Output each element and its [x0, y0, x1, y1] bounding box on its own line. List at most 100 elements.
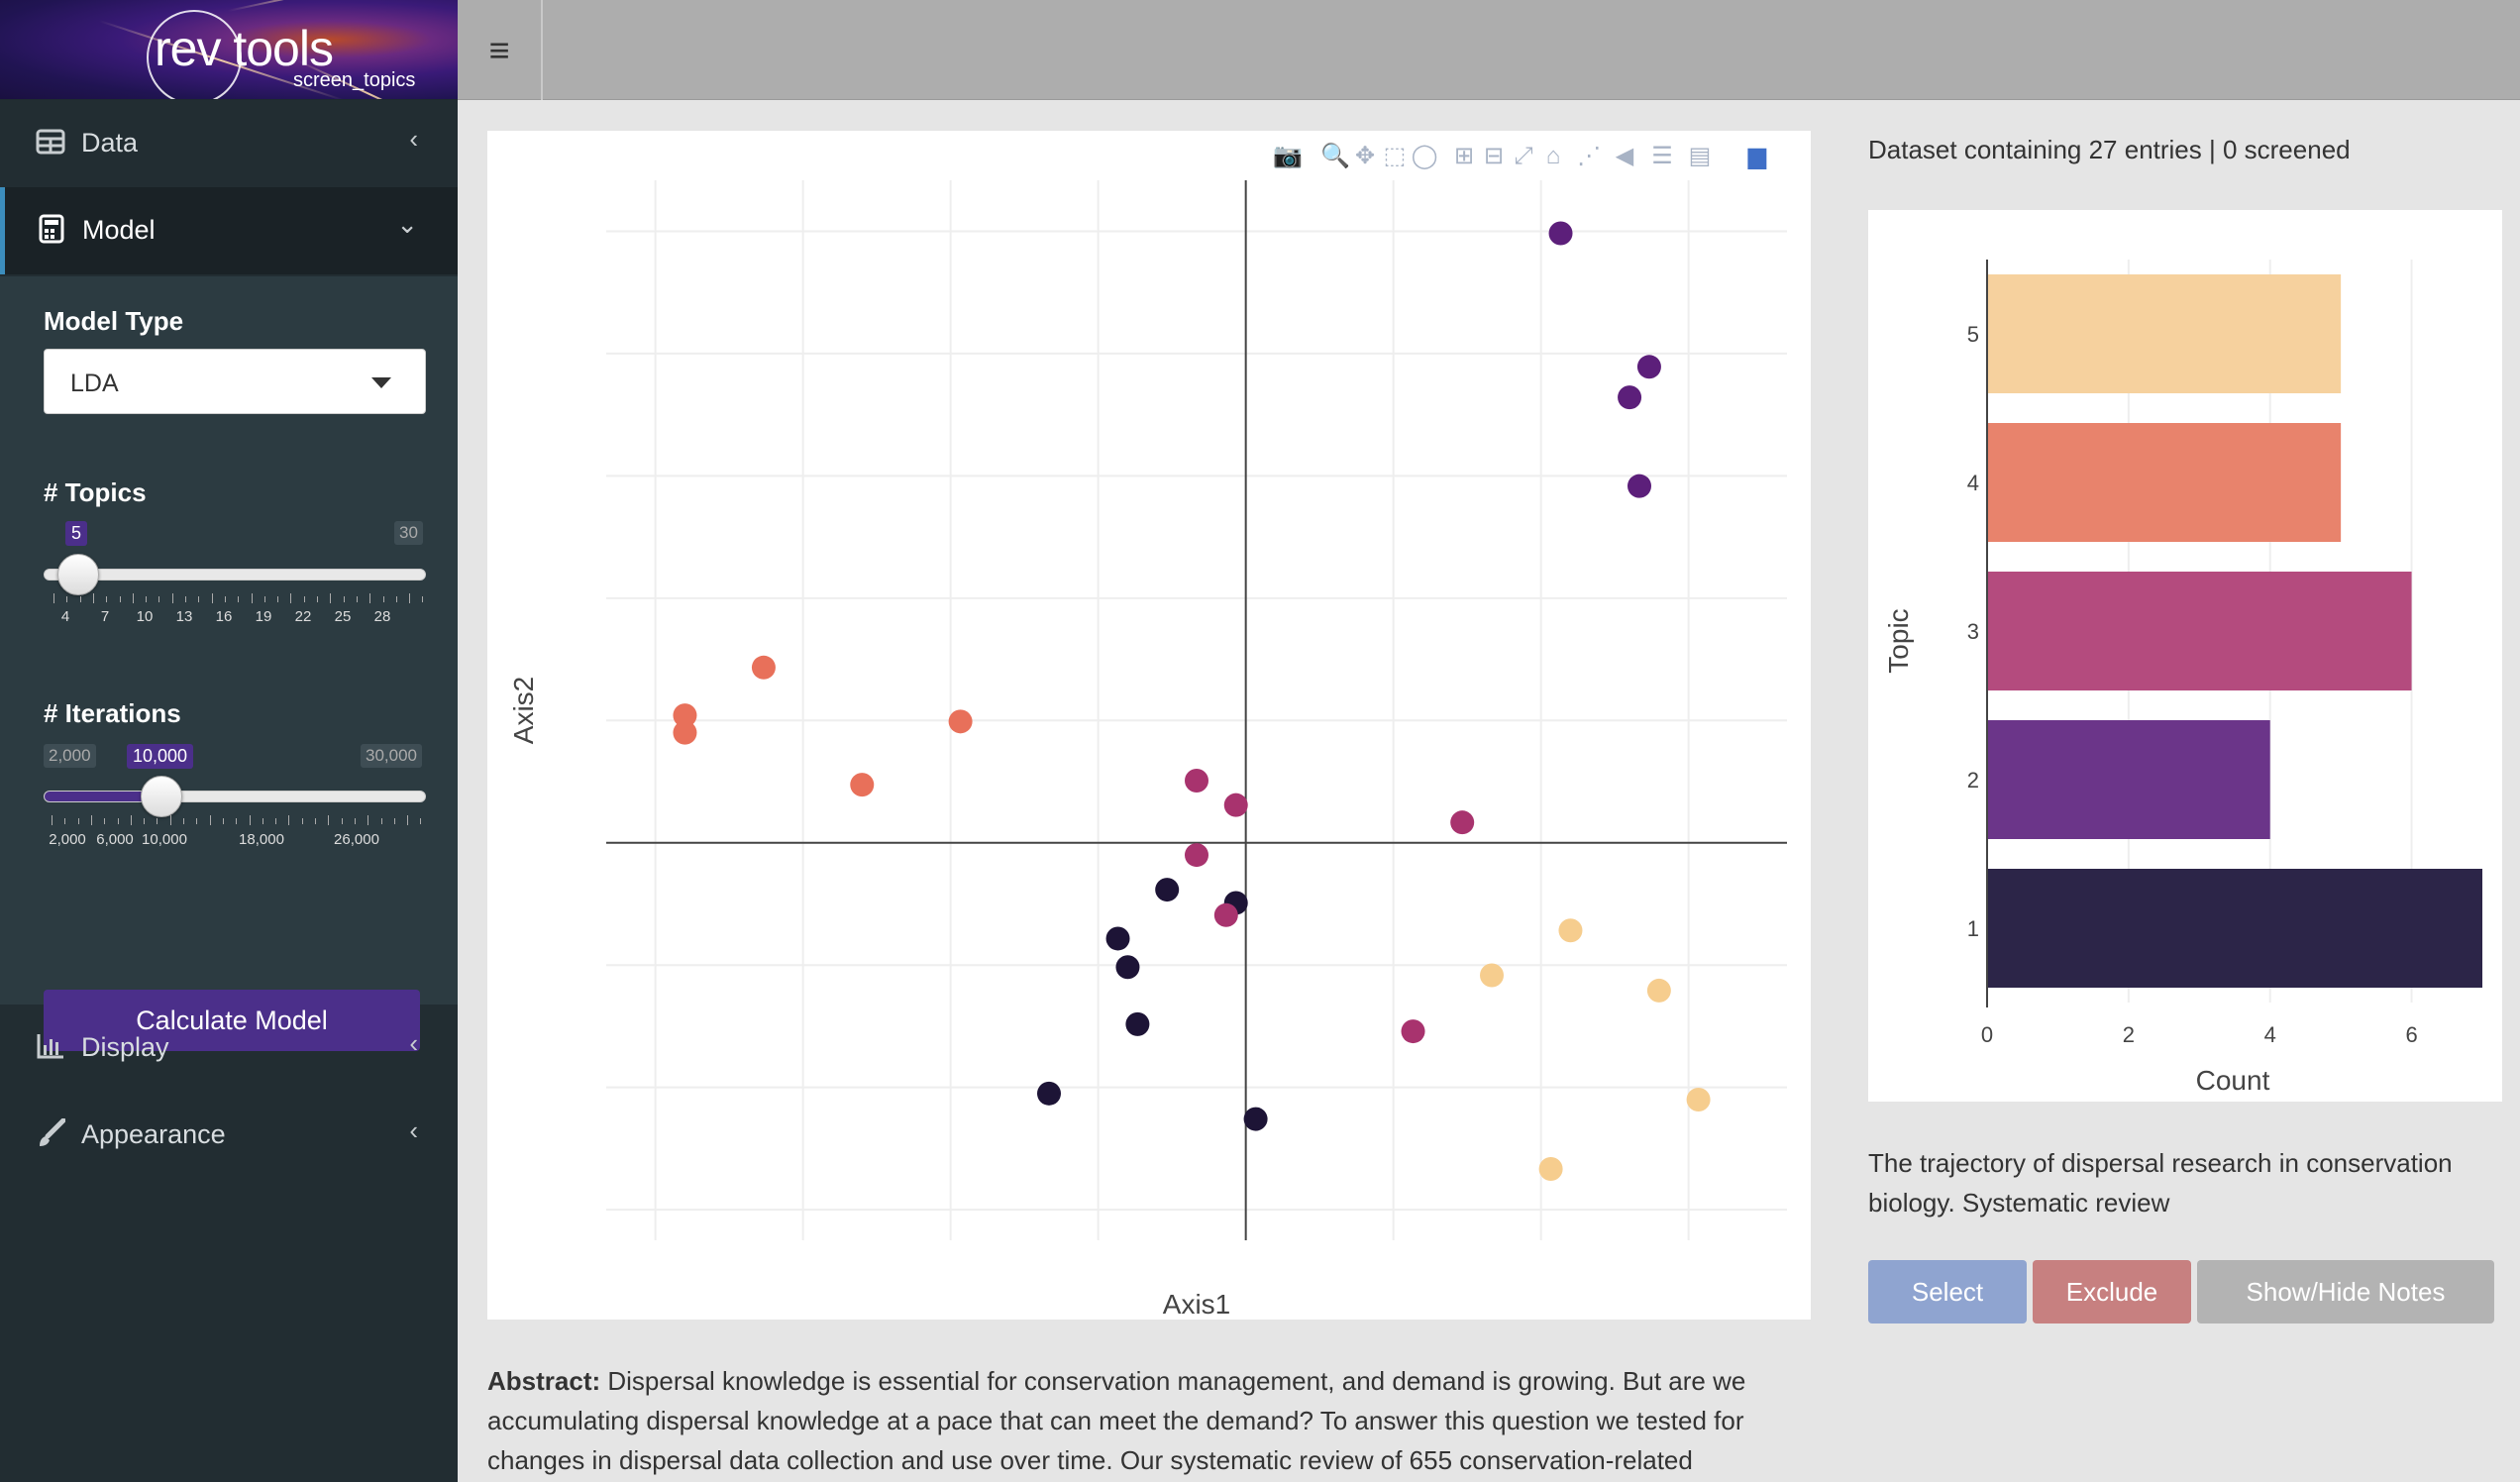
- scatter-point[interactable]: [1450, 810, 1475, 835]
- calculate-model-button[interactable]: Calculate Model: [44, 990, 420, 1051]
- scatter-point[interactable]: [1185, 843, 1208, 868]
- slider-tick-label: 16: [215, 608, 233, 625]
- iterations-min-label: 2,000: [44, 744, 96, 768]
- scatter-point[interactable]: [1105, 926, 1130, 951]
- slider-tick-label: 19: [255, 608, 272, 625]
- slider-tick: [422, 596, 424, 602]
- top-navbar: ≡: [458, 0, 2520, 100]
- zoom-out-icon[interactable]: ⊟: [1483, 143, 1505, 169]
- x-tick-label: 6: [2405, 1022, 2417, 1047]
- slider-tick: [249, 815, 251, 825]
- slider-tick: [171, 593, 173, 603]
- slider-tick: [277, 596, 279, 602]
- plotly-logo-icon[interactable]: ▆: [1747, 143, 1767, 169]
- spike-lines-icon[interactable]: ⋰: [1577, 143, 1601, 169]
- bar-topic-4[interactable]: [1987, 423, 2342, 542]
- scatter-point[interactable]: [1558, 918, 1583, 943]
- x-axis-label: Count: [2196, 1065, 2270, 1096]
- slider-tick: [66, 596, 68, 602]
- slider-tick: [343, 596, 345, 602]
- model-type-select[interactable]: LDA: [44, 349, 426, 414]
- hamburger-icon[interactable]: ≡: [458, 0, 543, 100]
- y-axis-label: Axis2: [508, 677, 539, 744]
- model-type-label: Model Type: [44, 306, 184, 336]
- chevron-left-icon: ‹: [409, 1028, 418, 1058]
- plot-modebar: 📷 🔍 ✥ ⬚ ◯ ⊞ ⊟ ⤢ ⌂ ⋰ ◀ ☰ ▤ ▆: [1270, 139, 1805, 178]
- scatter-point[interactable]: [1646, 978, 1671, 1003]
- slider-tick: [382, 596, 384, 602]
- bar-topic-1[interactable]: [1987, 869, 2482, 988]
- bar-chart-icon: [36, 1031, 65, 1061]
- bar-topic-2[interactable]: [1987, 720, 2270, 839]
- topics-slider-handle[interactable]: [57, 554, 99, 595]
- topics-slider-track[interactable]: [44, 569, 426, 581]
- slider-tick-label: 28: [373, 608, 391, 625]
- slider-tick: [183, 818, 184, 824]
- sidebar-item-label: Model: [82, 215, 156, 245]
- camera-icon[interactable]: 📷: [1273, 143, 1303, 169]
- topic-bar-chart[interactable]: 1 2 3 4 5 0 2 4 6 Count Topic: [1868, 210, 2502, 1102]
- scatter-point[interactable]: [1628, 474, 1651, 498]
- slider-tick-label: 7: [100, 608, 110, 625]
- iterations-slider-track[interactable]: [44, 791, 426, 802]
- bar-topic-5[interactable]: [1987, 274, 2342, 393]
- scatter-point[interactable]: [1401, 1019, 1425, 1044]
- sidebar-item-appearance[interactable]: Appearance ‹: [0, 1092, 458, 1179]
- zoom-icon[interactable]: 🔍: [1320, 143, 1350, 169]
- home-icon[interactable]: ⌂: [1545, 143, 1561, 169]
- show-hide-notes-button[interactable]: Show/Hide Notes: [2197, 1260, 2494, 1323]
- scatter-point[interactable]: [1548, 221, 1573, 246]
- y-tick-label: 3: [1967, 619, 1979, 644]
- slider-tick: [356, 596, 358, 602]
- scatter-point[interactable]: [1155, 878, 1180, 902]
- sidebar-item-data[interactable]: Data ‹: [0, 100, 458, 187]
- scatter-point[interactable]: [850, 773, 875, 797]
- hover-closest-icon[interactable]: ◀: [1615, 143, 1634, 169]
- pan-icon[interactable]: ✥: [1354, 143, 1376, 169]
- app-brand: rev tools: [155, 21, 334, 76]
- scatter-point[interactable]: [673, 720, 697, 745]
- scatter-point[interactable]: [948, 709, 973, 734]
- guide-icon[interactable]: ▤: [1688, 143, 1712, 169]
- autoscale-icon[interactable]: ⤢: [1514, 143, 1533, 169]
- scatter-point[interactable]: [1243, 1107, 1268, 1131]
- exclude-button[interactable]: Exclude: [2033, 1260, 2191, 1323]
- y-axis-label: Topic: [1883, 608, 1914, 673]
- scatter-point[interactable]: [1125, 1011, 1150, 1036]
- scatter-point[interactable]: [673, 703, 697, 728]
- sidebar-item-model[interactable]: Model ⌄: [0, 187, 458, 274]
- scatter-point[interactable]: [1213, 902, 1238, 927]
- scatter-point[interactable]: [1618, 385, 1642, 410]
- model-type-value: LDA: [70, 370, 119, 397]
- slider-tick-label: 4: [60, 608, 70, 625]
- slider-tick: [328, 815, 330, 825]
- sidebar-item-display[interactable]: Display ‹: [0, 1005, 458, 1092]
- brush-icon: [36, 1117, 66, 1148]
- slider-tick: [409, 593, 411, 603]
- bar-topic-3[interactable]: [1987, 572, 2412, 690]
- dataset-info: Dataset containing 27 entries | 0 screen…: [1868, 135, 2351, 164]
- scatter-plot-card: Axis1 Axis2 📷 🔍 ✥ ⬚ ◯ ⊞ ⊟ ⤢ ⌂ ⋰ ◀ ☰ ▤ ▆: [487, 131, 1811, 1320]
- slider-tick-label: 13: [175, 608, 193, 625]
- scatter-plot[interactable]: Axis1 Axis2: [487, 131, 1811, 1320]
- box-select-icon[interactable]: ⬚: [1383, 143, 1407, 169]
- scatter-point[interactable]: [1686, 1088, 1711, 1112]
- lasso-icon[interactable]: ◯: [1411, 143, 1438, 169]
- iterations-slider-handle[interactable]: [141, 776, 182, 817]
- hover-compare-icon[interactable]: ☰: [1651, 143, 1673, 169]
- chevron-left-icon: ‹: [409, 124, 418, 154]
- scatter-point[interactable]: [1636, 355, 1661, 379]
- scatter-point[interactable]: [1480, 963, 1504, 988]
- scatter-point[interactable]: [1538, 1156, 1563, 1181]
- zoom-in-icon[interactable]: ⊞: [1453, 143, 1475, 169]
- scatter-point[interactable]: [1185, 768, 1208, 793]
- scatter-point[interactable]: [1115, 955, 1140, 980]
- slider-tick-label: 26,000: [334, 831, 379, 848]
- calculator-icon: [37, 214, 66, 244]
- scatter-point[interactable]: [1223, 793, 1248, 817]
- scatter-point[interactable]: [751, 655, 776, 680]
- iterations-max-label: 30,000: [361, 744, 422, 768]
- slider-tick: [130, 815, 132, 825]
- select-button[interactable]: Select: [1868, 1260, 2027, 1323]
- scatter-point[interactable]: [1037, 1081, 1061, 1106]
